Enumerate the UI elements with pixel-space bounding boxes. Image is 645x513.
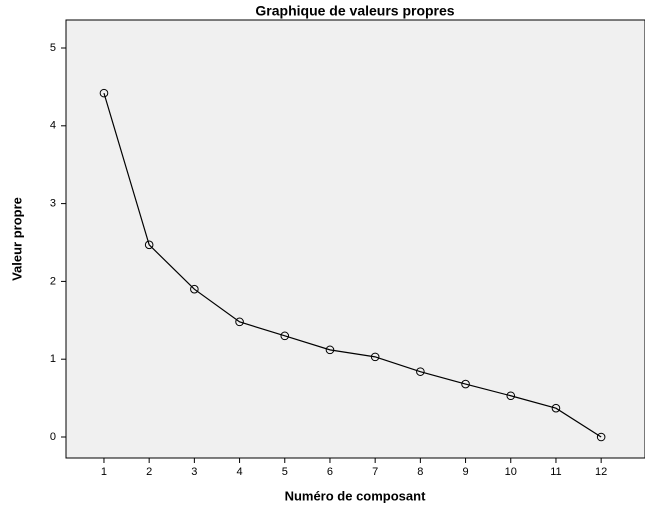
x-tick-label: 9 bbox=[462, 466, 468, 478]
y-tick-label: 4 bbox=[50, 120, 56, 132]
point bbox=[190, 284, 199, 294]
line bbox=[103, 92, 602, 438]
y-tick-label: 5 bbox=[50, 42, 56, 54]
point bbox=[596, 432, 606, 442]
point bbox=[144, 240, 154, 250]
y-axis-label: Valeur propre bbox=[9, 197, 24, 281]
x-tick-label: 8 bbox=[417, 466, 423, 478]
point bbox=[416, 367, 425, 376]
point bbox=[280, 331, 290, 341]
x-tick-label: 12 bbox=[595, 466, 607, 478]
y-tick-label: 2 bbox=[50, 275, 56, 287]
x-tick-label: 3 bbox=[191, 466, 197, 478]
x-tick-label: 10 bbox=[505, 466, 517, 478]
x-tick-label: 5 bbox=[282, 466, 288, 478]
point bbox=[461, 379, 470, 389]
y-tick-label: 0 bbox=[50, 431, 56, 443]
x-tick-label: 7 bbox=[372, 466, 378, 478]
point bbox=[235, 317, 244, 327]
y-tick-label: 3 bbox=[50, 198, 56, 210]
x-tick-label: 11 bbox=[550, 466, 561, 478]
y-tick-label: 1 bbox=[50, 353, 56, 365]
point bbox=[551, 403, 561, 413]
point bbox=[506, 391, 516, 401]
x-axis-label: Numéro de composant bbox=[285, 488, 427, 503]
chart-title: Graphique de valeurs propres bbox=[255, 3, 454, 19]
point bbox=[370, 352, 380, 362]
point bbox=[99, 88, 109, 98]
x-tick-label: 1 bbox=[101, 466, 107, 478]
point bbox=[325, 345, 335, 355]
x-tick-label: 2 bbox=[146, 466, 152, 478]
plot-area bbox=[65, 19, 645, 459]
x-tick-label: 4 bbox=[237, 466, 243, 478]
x-tick-label: 6 bbox=[327, 466, 333, 478]
